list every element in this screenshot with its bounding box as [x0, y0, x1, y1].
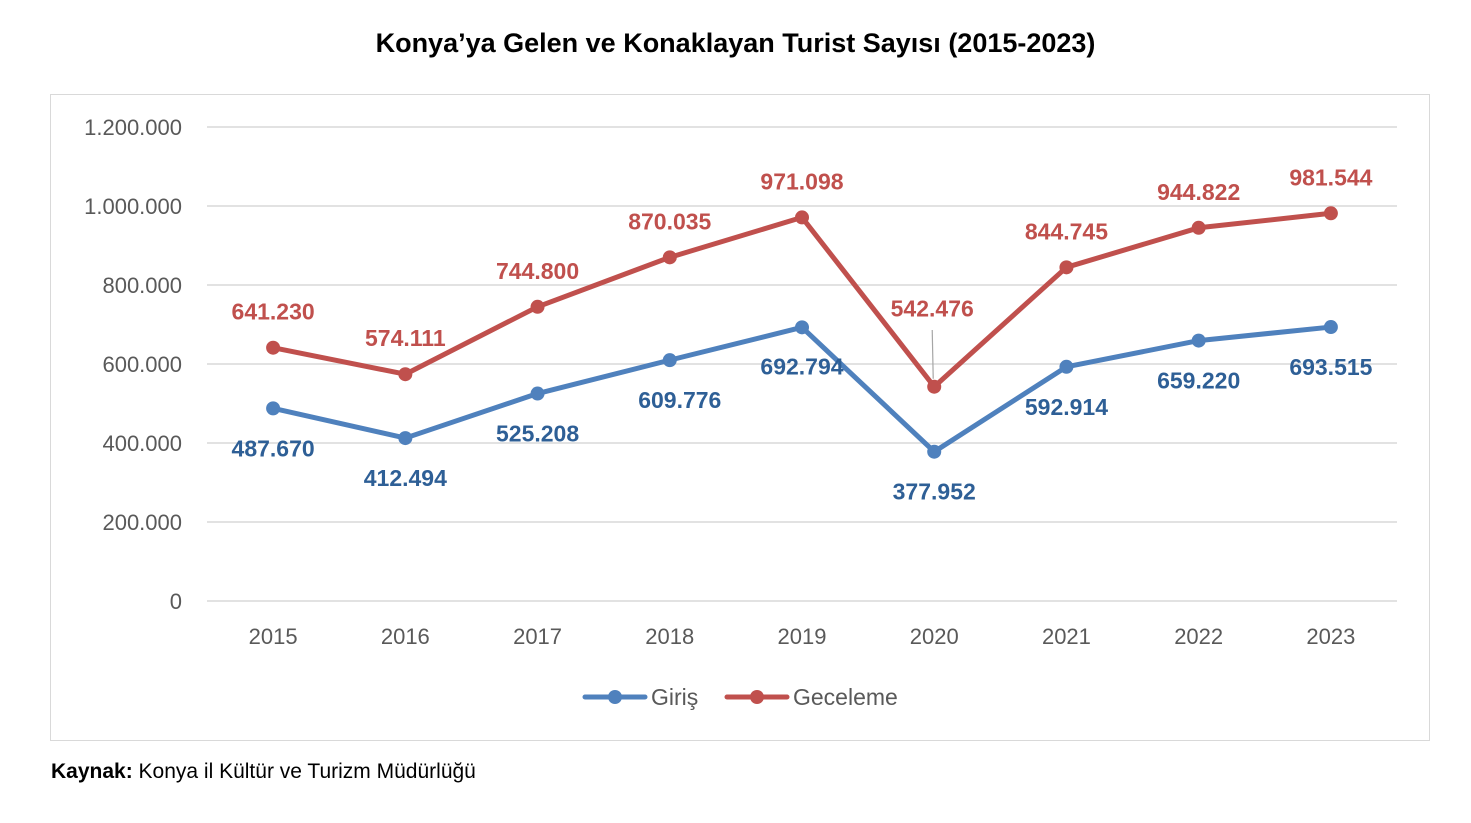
data-label-leader-line — [931, 329, 934, 379]
legend-label: Geceleme — [793, 684, 898, 710]
data-point — [1323, 320, 1338, 335]
y-tick-label: 200.000 — [102, 510, 182, 535]
data-point — [795, 320, 809, 335]
x-tick-label: 2016 — [381, 624, 430, 649]
data-label: 542.476 — [891, 296, 974, 322]
data-point — [1059, 359, 1074, 374]
data-label: 609.776 — [638, 387, 721, 413]
data-point — [530, 386, 545, 401]
data-label: 844.745 — [1025, 218, 1108, 244]
y-tick-label: 600.000 — [102, 352, 182, 377]
x-tick-label: 2017 — [513, 624, 562, 649]
chart-frame — [50, 94, 1430, 741]
data-point — [662, 250, 677, 265]
data-point — [398, 431, 413, 446]
x-tick-label: 2020 — [910, 624, 959, 649]
y-tick-label: 800.000 — [102, 273, 182, 298]
data-label: 944.822 — [1157, 179, 1240, 205]
y-tick-label: 1.200.000 — [84, 115, 182, 140]
data-label: 412.494 — [364, 465, 447, 491]
data-point — [398, 367, 413, 382]
x-tick-label: 2019 — [778, 624, 827, 649]
series-lines — [266, 206, 1338, 459]
data-point — [795, 210, 809, 225]
data-label: 693.515 — [1289, 354, 1372, 380]
legend: Giriş Geceleme — [582, 684, 898, 710]
data-label: 377.952 — [893, 479, 976, 505]
legend-marker — [750, 690, 764, 704]
data-label: 525.208 — [496, 421, 579, 447]
data-label: 971.098 — [760, 168, 843, 194]
data-label: 641.230 — [232, 299, 315, 325]
data-point — [662, 353, 677, 368]
gridlines — [207, 126, 1397, 602]
y-axis-ticks: 0 200.000 400.000 600.000 800.000 1.000.000 1.… — [84, 115, 182, 614]
source-label: Kaynak: — [51, 760, 133, 783]
data-labels: 487.670 412.494 525.208 609.776 692.794 377.9… — [232, 164, 1373, 504]
x-tick-label: 2023 — [1306, 624, 1355, 649]
data-label: 744.800 — [496, 258, 579, 284]
x-tick-label: 2021 — [1042, 624, 1091, 649]
data-point — [1191, 220, 1206, 235]
data-label: 659.220 — [1157, 368, 1240, 394]
y-tick-label: 0 — [170, 589, 182, 614]
data-label: 487.670 — [232, 435, 315, 461]
data-label: 592.914 — [1025, 394, 1108, 420]
legend-marker — [608, 690, 622, 704]
data-point — [1323, 206, 1338, 221]
data-point — [266, 401, 281, 416]
source-text: Konya il Kültür ve Turizm Müdürlüğü — [132, 760, 476, 783]
data-point — [927, 379, 942, 394]
x-tick-label: 2022 — [1174, 624, 1223, 649]
data-label: 692.794 — [760, 353, 843, 379]
data-label: 870.035 — [628, 208, 711, 234]
data-label: 574.111 — [365, 325, 446, 351]
legend-label: Giriş — [651, 684, 698, 710]
x-tick-label: 2018 — [645, 624, 694, 649]
data-point — [266, 340, 281, 355]
source-note: Kaynak: Konya il Kültür ve Turizm Müdürl… — [51, 760, 476, 784]
data-label: 981.544 — [1289, 164, 1372, 190]
y-tick-label: 400.000 — [102, 431, 182, 456]
data-point — [1059, 260, 1074, 275]
x-axis-ticks: 2015 2016 2017 2018 2019 2020 2021 2022 2023 — [249, 624, 1356, 649]
y-tick-label: 1.000.000 — [84, 194, 182, 219]
data-point — [1191, 333, 1206, 348]
chart-title: Konya’ya Gelen ve Konaklayan Turist Sayı… — [375, 28, 1096, 58]
data-point — [530, 299, 545, 314]
data-point — [927, 444, 942, 459]
x-tick-label: 2015 — [249, 624, 298, 649]
